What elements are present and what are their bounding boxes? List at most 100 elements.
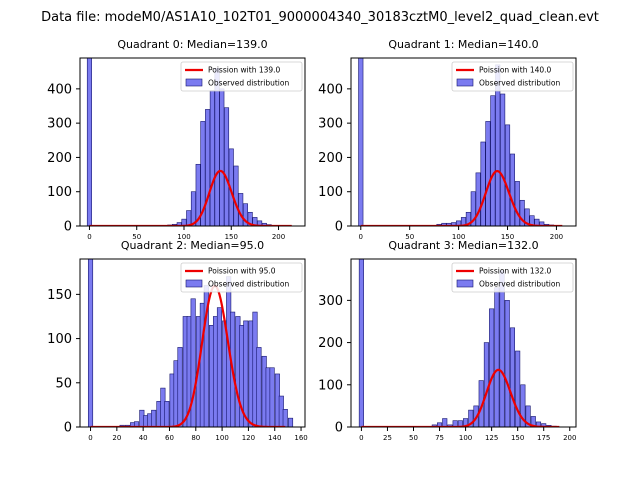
legend-observed-label: Observed distribution [479, 79, 560, 88]
x-tick-label: 200 [550, 233, 563, 241]
histogram-bar [489, 308, 495, 427]
histogram-bar [269, 367, 275, 427]
y-tick-label: 200 [318, 336, 343, 351]
y-tick-label: 400 [318, 82, 343, 97]
x-tick-label: 200 [563, 434, 576, 442]
x-tick-label: 150 [225, 233, 238, 241]
histogram-bar [509, 153, 515, 226]
x-tick-label: 0 [359, 434, 363, 442]
subplot-title: Quadrant 0: Median=139.0 [117, 38, 267, 51]
histogram-bar [214, 67, 220, 226]
legend-bar-swatch [456, 78, 474, 87]
axes-frame [79, 258, 306, 428]
histogram-bar [224, 107, 230, 226]
legend-box [180, 262, 303, 293]
histogram-bar [190, 191, 196, 226]
legend-poisson-label: Poission with 140.0 [479, 66, 552, 75]
y-tick-label: 100 [47, 332, 72, 347]
x-tick-label: 50 [132, 233, 141, 241]
subplot-title: Quadrant 1: Median=140.0 [388, 38, 538, 51]
y-tick-label: 100 [318, 378, 343, 393]
legend: Poission with 132.0 Observed distribution [451, 262, 574, 293]
y-tick-label: 0 [64, 421, 72, 436]
legend-box [180, 61, 303, 92]
histogram-bar [485, 121, 491, 226]
y-tick-label: 300 [47, 117, 72, 132]
histogram-bar [190, 298, 196, 427]
figure-title: Data file: modeM0/AS1A10_102T01_90000043… [41, 10, 599, 25]
histogram-bar [475, 172, 481, 226]
x-tick-label: 20 [112, 434, 121, 442]
histogram-bars [86, 58, 277, 226]
x-tick-label: 150 [501, 233, 514, 241]
x-tick-label: 125 [485, 434, 498, 442]
x-tick-label: 0 [88, 434, 92, 442]
legend-poisson-label: Poission with 132.0 [479, 267, 552, 276]
legend-poisson-label: Poission with 139.0 [208, 66, 281, 75]
y-tick-label: 300 [318, 117, 343, 132]
legend: Poission with 139.0 Observed distribution [180, 61, 303, 92]
subplot-quadrant-2: Quadrant 2: Median=95.0 0 50 100 150 0 20 40 60 8… [47, 239, 308, 442]
legend: Poission with 95.0 Observed distribution [180, 262, 303, 293]
histogram-bar [164, 401, 170, 427]
histogram-bar [515, 350, 521, 427]
legend-box [451, 262, 574, 293]
x-tick-label: 175 [537, 434, 550, 442]
histogram-bar [483, 342, 489, 427]
y-tick-label: 400 [47, 82, 72, 97]
legend: Poission with 140.0 Observed distribution [451, 61, 574, 92]
histogram-bar [514, 181, 520, 226]
x-tick-label: 100 [177, 233, 190, 241]
y-tick-label: 0 [335, 421, 343, 436]
x-tick-label: 50 [405, 233, 414, 241]
histogram-bar [490, 95, 496, 226]
x-tick-label: 75 [435, 434, 444, 442]
histogram-bar [209, 90, 215, 226]
legend-bar-swatch [185, 279, 203, 288]
histogram-bar [500, 93, 506, 226]
subplot-quadrant-0: Quadrant 0: Median=139.0 0 100 200 300 400 0 50… [47, 38, 306, 241]
histogram-bar [437, 422, 443, 427]
poisson-curve [90, 284, 286, 427]
y-tick-label: 150 [47, 288, 72, 303]
y-tick-label: 50 [55, 376, 72, 391]
x-tick-label: 100 [215, 434, 228, 442]
histogram-bar [287, 417, 294, 427]
y-tick-label: 200 [318, 151, 343, 166]
y-tick-label: 200 [47, 151, 72, 166]
histogram-bar [524, 208, 530, 226]
x-tick-label: 80 [191, 434, 200, 442]
histogram-bar [504, 300, 510, 427]
x-tick-label: 100 [459, 434, 472, 442]
y-tick-label: 100 [47, 185, 72, 200]
histogram-bar [186, 210, 192, 226]
histogram-bar [504, 124, 511, 226]
histogram-bar [282, 409, 288, 427]
y-tick-label: 0 [335, 220, 343, 235]
histogram-bar [151, 409, 157, 427]
legend-observed-label: Observed distribution [208, 79, 289, 88]
histogram-bar [519, 199, 525, 226]
subplot-quadrant-1: Quadrant 1: Median=140.0 0 100 200 300 400 0 50… [318, 38, 577, 241]
axes-frame [79, 57, 306, 227]
histogram-bar [442, 418, 448, 427]
histogram-bar [256, 347, 262, 427]
histogram-bar [494, 287, 500, 427]
x-tick-label: 50 [409, 434, 418, 442]
histogram-bar [465, 211, 471, 226]
histogram-bar-zero [87, 259, 94, 427]
x-tick-label: 0 [87, 233, 91, 241]
x-tick-label: 100 [452, 233, 465, 241]
histogram-bar [509, 327, 515, 427]
legend-box [451, 61, 574, 92]
x-tick-label: 0 [359, 233, 363, 241]
histogram-bar [177, 347, 183, 427]
histogram-bar-zero [358, 58, 364, 226]
subplot-title: Quadrant 2: Median=95.0 [121, 239, 264, 252]
histogram-bar [233, 165, 239, 226]
histogram-bar [460, 217, 467, 226]
x-tick-label: 140 [268, 434, 281, 442]
histogram-bar [205, 109, 211, 226]
